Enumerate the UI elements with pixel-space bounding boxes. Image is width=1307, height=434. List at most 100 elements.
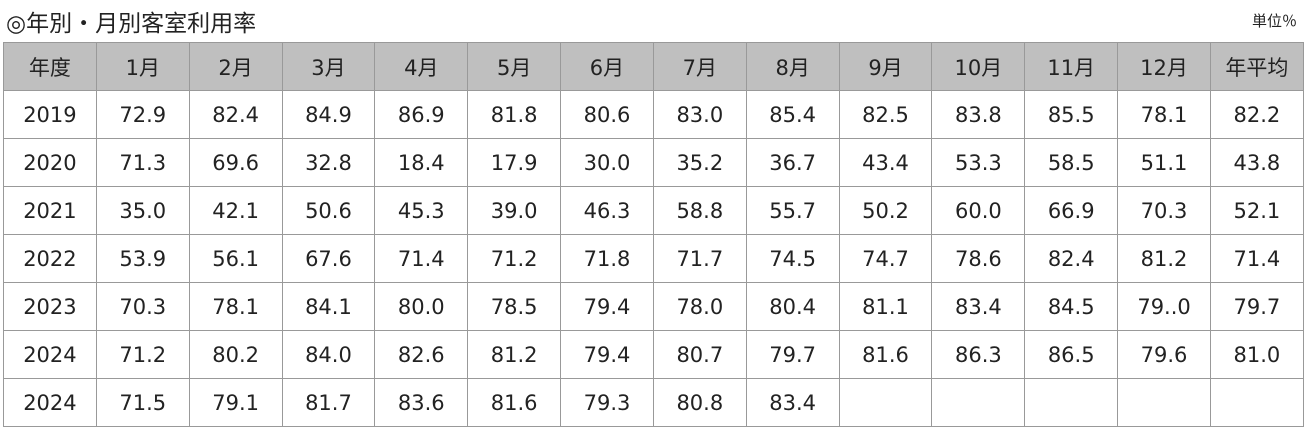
value-cell: 78.1: [188, 282, 283, 331]
column-header: 7月: [652, 42, 747, 91]
value-cell: 86.3: [931, 330, 1026, 379]
data-row: 2024 71.5 79.1 81.7 83.6 81.6 79.3 80.8 83.4: [3, 378, 1304, 427]
value-cell: 42.1: [188, 186, 283, 235]
column-header: 2月: [188, 42, 283, 91]
value-cell: 17.9: [467, 138, 562, 187]
value-cell: 83.0: [652, 90, 747, 139]
value-cell: 43.4: [838, 138, 933, 187]
value-cell: 79..0: [1117, 282, 1211, 331]
value-cell: 78.5: [467, 282, 562, 331]
column-header: 10月: [931, 42, 1026, 91]
value-cell: 80.2: [188, 330, 283, 379]
value-cell: 79.4: [560, 282, 654, 331]
value-cell: 39.0: [467, 186, 562, 235]
column-header: 年度: [3, 42, 97, 91]
value-cell: 30.0: [560, 138, 654, 187]
value-cell: 80.4: [745, 282, 840, 331]
empty-cell: [931, 378, 1026, 427]
value-cell: 43.8: [1209, 138, 1304, 187]
value-cell: 84.0: [281, 330, 376, 379]
column-header: 6月: [560, 42, 654, 91]
value-cell: 72.9: [95, 90, 190, 139]
value-cell: 79.1: [188, 378, 283, 427]
value-cell: 71.8: [560, 234, 654, 283]
year-cell: 2024: [3, 330, 97, 379]
value-cell: 66.9: [1024, 186, 1119, 235]
value-cell: 83.4: [931, 282, 1026, 331]
value-cell: 81.2: [467, 330, 562, 379]
value-cell: 71.2: [467, 234, 562, 283]
value-cell: 53.3: [931, 138, 1026, 187]
value-cell: 81.8: [467, 90, 562, 139]
value-cell: 82.2: [1209, 90, 1304, 139]
column-header: 11月: [1024, 42, 1119, 91]
year-cell: 2023: [3, 282, 97, 331]
column-header: 3月: [281, 42, 376, 91]
value-cell: 86.5: [1024, 330, 1119, 379]
value-cell: 45.3: [374, 186, 469, 235]
value-cell: 83.6: [374, 378, 469, 427]
value-cell: 60.0: [931, 186, 1026, 235]
value-cell: 36.7: [745, 138, 840, 187]
value-cell: 84.5: [1024, 282, 1119, 331]
year-cell: 2019: [3, 90, 97, 139]
year-cell: 2021: [3, 186, 97, 235]
value-cell: 79.7: [745, 330, 840, 379]
value-cell: 55.7: [745, 186, 840, 235]
value-cell: 82.5: [838, 90, 933, 139]
value-cell: 84.9: [281, 90, 376, 139]
value-cell: 35.0: [95, 186, 190, 235]
column-header: 年平均: [1209, 42, 1304, 91]
value-cell: 82.4: [1024, 234, 1119, 283]
value-cell: 85.4: [745, 90, 840, 139]
value-cell: 79.7: [1209, 282, 1304, 331]
value-cell: 71.2: [95, 330, 190, 379]
value-cell: 56.1: [188, 234, 283, 283]
value-cell: 46.3: [560, 186, 654, 235]
value-cell: 82.4: [188, 90, 283, 139]
column-header: 12月: [1117, 42, 1211, 91]
empty-cell: [838, 378, 933, 427]
unit-label: 単位％: [1251, 12, 1297, 30]
value-cell: 81.6: [838, 330, 933, 379]
value-cell: 58.8: [652, 186, 747, 235]
value-cell: 81.1: [838, 282, 933, 331]
empty-cell: [1024, 378, 1119, 427]
value-cell: 82.6: [374, 330, 469, 379]
value-cell: 50.2: [838, 186, 933, 235]
value-cell: 71.4: [374, 234, 469, 283]
data-row: 2022 53.9 56.1 67.6 71.4 71.2 71.8 71.7 74.5 74.7…: [3, 234, 1304, 283]
value-cell: 81.6: [467, 378, 562, 427]
value-cell: 71.3: [95, 138, 190, 187]
value-cell: 83.8: [931, 90, 1026, 139]
value-cell: 51.1: [1117, 138, 1211, 187]
value-cell: 86.9: [374, 90, 469, 139]
value-cell: 67.6: [281, 234, 376, 283]
value-cell: 70.3: [95, 282, 190, 331]
data-row: 2023 70.3 78.1 84.1 80.0 78.5 79.4 78.0 80.4 81.1…: [3, 282, 1304, 331]
data-row: 2024 71.2 80.2 84.0 82.6 81.2 79.4 80.7 79.7 81.6…: [3, 330, 1304, 379]
value-cell: 69.6: [188, 138, 283, 187]
value-cell: 79.6: [1117, 330, 1211, 379]
column-header: 1月: [95, 42, 190, 91]
value-cell: 81.7: [281, 378, 376, 427]
value-cell: 74.5: [745, 234, 840, 283]
value-cell: 18.4: [374, 138, 469, 187]
value-cell: 32.8: [281, 138, 376, 187]
value-cell: 71.5: [95, 378, 190, 427]
value-cell: 79.3: [560, 378, 654, 427]
column-header: 4月: [374, 42, 469, 91]
value-cell: 78.1: [1117, 90, 1211, 139]
value-cell: 84.1: [281, 282, 376, 331]
value-cell: 58.5: [1024, 138, 1119, 187]
value-cell: 80.8: [652, 378, 747, 427]
value-cell: 50.6: [281, 186, 376, 235]
value-cell: 81.0: [1209, 330, 1304, 379]
column-header: 5月: [467, 42, 562, 91]
header-row: 年度 1月 2月 3月 4月 5月 6月 7月 8月 9月 10月 11月 12月 年平均: [3, 42, 1304, 91]
value-cell: 78.0: [652, 282, 747, 331]
year-cell: 2024: [3, 378, 97, 427]
title: ◎年別・月別客室利用率: [6, 11, 257, 37]
column-header: 8月: [745, 42, 840, 91]
